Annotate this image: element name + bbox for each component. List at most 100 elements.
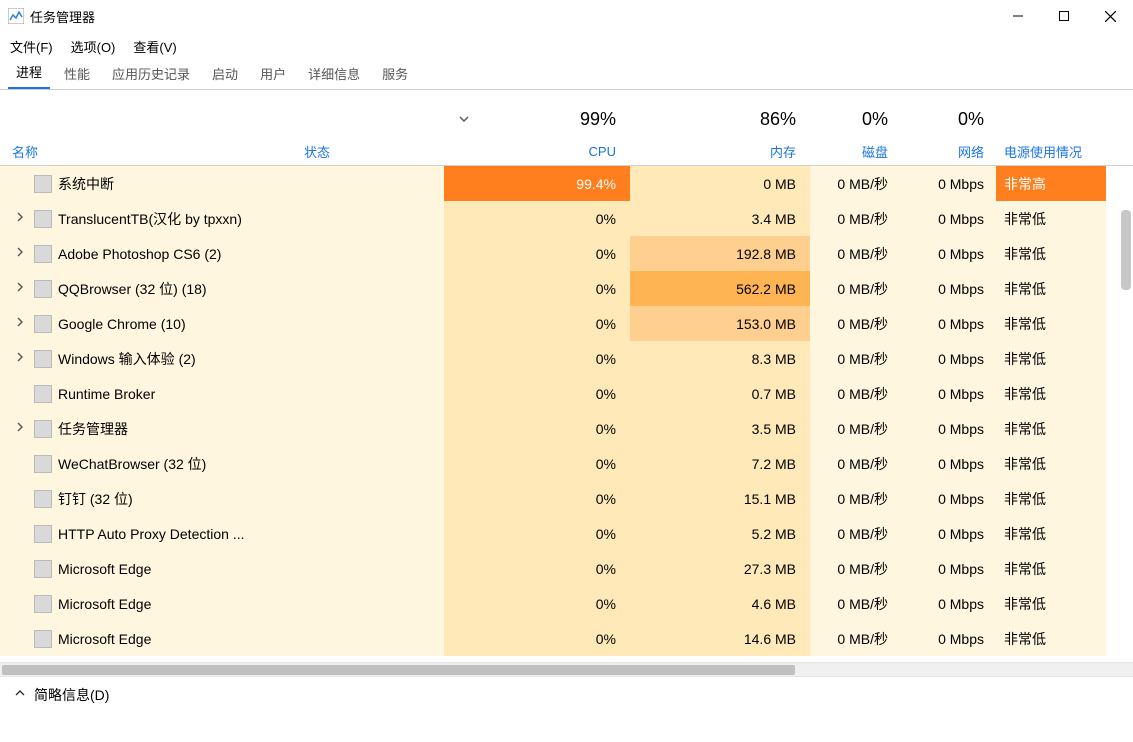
process-network: 0 Mbps: [900, 341, 996, 376]
process-row[interactable]: Windows 输入体验 (2)0%8.3 MB0 MB/秒0 Mbps非常低: [0, 341, 1133, 376]
expand-chevron-icon[interactable]: [12, 282, 28, 295]
process-icon: [34, 175, 52, 193]
expand-chevron-icon[interactable]: [12, 247, 28, 260]
menu-options[interactable]: 选项(O): [71, 37, 116, 56]
process-row[interactable]: Runtime Broker0%0.7 MB0 MB/秒0 Mbps非常低: [0, 376, 1133, 411]
col-header-disk[interactable]: 磁盘: [862, 142, 888, 161]
process-cpu: 0%: [444, 411, 630, 446]
tab-details[interactable]: 详细信息: [300, 58, 368, 89]
process-icon: [34, 525, 52, 543]
process-memory: 562.2 MB: [630, 271, 810, 306]
expand-chevron-icon[interactable]: [12, 317, 28, 330]
sort-chevron-icon[interactable]: [444, 100, 484, 138]
process-network: 0 Mbps: [900, 446, 996, 481]
process-row[interactable]: HTTP Auto Proxy Detection ...0%5.2 MB0 M…: [0, 516, 1133, 551]
process-power: 非常低: [996, 621, 1106, 656]
app-icon: [8, 8, 24, 24]
process-power: 非常低: [996, 236, 1106, 271]
vertical-scrollbar[interactable]: [1119, 170, 1133, 650]
col-header-mem[interactable]: 内存: [770, 142, 796, 161]
process-row[interactable]: 钉钉 (32 位)0%15.1 MB0 MB/秒0 Mbps非常低: [0, 481, 1133, 516]
process-cpu: 0%: [444, 446, 630, 481]
col-header-power[interactable]: 电源使用情况: [1004, 142, 1082, 161]
process-icon: [34, 315, 52, 333]
process-row[interactable]: Microsoft Edge0%4.6 MB0 MB/秒0 Mbps非常低: [0, 586, 1133, 621]
process-row[interactable]: WeChatBrowser (32 位)0%7.2 MB0 MB/秒0 Mbps…: [0, 446, 1133, 481]
process-disk: 0 MB/秒: [810, 166, 900, 201]
process-row[interactable]: 任务管理器0%3.5 MB0 MB/秒0 Mbps非常低: [0, 411, 1133, 446]
expand-chevron-icon[interactable]: [12, 352, 28, 365]
process-power: 非常高: [996, 166, 1106, 201]
process-name: Windows 输入体验 (2): [58, 349, 196, 369]
process-icon: [34, 595, 52, 613]
process-memory: 192.8 MB: [630, 236, 810, 271]
process-row[interactable]: Google Chrome (10)0%153.0 MB0 MB/秒0 Mbps…: [0, 306, 1133, 341]
process-row[interactable]: TranslucentTB(汉化 by tpxxn)0%3.4 MB0 MB/秒…: [0, 201, 1133, 236]
process-disk: 0 MB/秒: [810, 376, 900, 411]
process-network: 0 Mbps: [900, 236, 996, 271]
window-controls: [995, 0, 1133, 32]
tab-startup[interactable]: 启动: [204, 58, 246, 89]
process-icon: [34, 490, 52, 508]
process-icon: [34, 630, 52, 648]
maximize-button[interactable]: [1041, 0, 1087, 32]
process-row[interactable]: 系统中断99.4%0 MB0 MB/秒0 Mbps非常高: [0, 166, 1133, 201]
process-name: QQBrowser (32 位) (18): [58, 279, 207, 299]
tab-performance[interactable]: 性能: [56, 58, 98, 89]
process-row[interactable]: QQBrowser (32 位) (18)0%562.2 MB0 MB/秒0 M…: [0, 271, 1133, 306]
process-network: 0 Mbps: [900, 166, 996, 201]
process-row[interactable]: Microsoft Edge0%27.3 MB0 MB/秒0 Mbps非常低: [0, 551, 1133, 586]
tab-processes[interactable]: 进程: [8, 56, 50, 89]
process-network: 0 Mbps: [900, 201, 996, 236]
minimize-button[interactable]: [995, 0, 1041, 32]
process-power: 非常低: [996, 516, 1106, 551]
process-cpu: 0%: [444, 271, 630, 306]
col-header-name[interactable]: 名称: [12, 142, 38, 161]
process-network: 0 Mbps: [900, 586, 996, 621]
vertical-scroll-thumb[interactable]: [1121, 210, 1131, 290]
menu-view[interactable]: 查看(V): [133, 37, 176, 56]
col-header-net[interactable]: 网络: [958, 142, 984, 161]
process-cpu: 0%: [444, 236, 630, 271]
tab-services[interactable]: 服务: [374, 58, 416, 89]
process-disk: 0 MB/秒: [810, 621, 900, 656]
column-header-row: 名称 状态 CPU 内存 磁盘 网络 电源使用情况: [0, 138, 1133, 166]
process-icon: [34, 210, 52, 228]
process-name: Adobe Photoshop CS6 (2): [58, 246, 221, 262]
process-network: 0 Mbps: [900, 376, 996, 411]
col-header-status[interactable]: 状态: [304, 142, 330, 161]
process-disk: 0 MB/秒: [810, 201, 900, 236]
col-header-cpu[interactable]: CPU: [589, 144, 616, 159]
column-usage-row: 99% 86% 0% 0%: [0, 100, 1133, 138]
fewer-details-link[interactable]: 简略信息(D): [34, 685, 109, 705]
horizontal-scroll-thumb[interactable]: [2, 665, 795, 675]
process-name: 钉钉 (32 位): [58, 489, 133, 509]
process-row[interactable]: Microsoft Edge0%14.6 MB0 MB/秒0 Mbps非常低: [0, 621, 1133, 656]
process-list[interactable]: 系统中断99.4%0 MB0 MB/秒0 Mbps非常高TranslucentT…: [0, 166, 1133, 662]
process-cpu: 0%: [444, 376, 630, 411]
process-memory: 153.0 MB: [630, 306, 810, 341]
tab-users[interactable]: 用户: [252, 58, 294, 89]
process-memory: 3.5 MB: [630, 411, 810, 446]
process-network: 0 Mbps: [900, 306, 996, 341]
process-row[interactable]: Adobe Photoshop CS6 (2)0%192.8 MB0 MB/秒0…: [0, 236, 1133, 271]
process-disk: 0 MB/秒: [810, 551, 900, 586]
process-memory: 14.6 MB: [630, 621, 810, 656]
chevron-up-icon[interactable]: [14, 687, 26, 702]
net-usage-percent: 0%: [958, 109, 984, 130]
process-memory: 15.1 MB: [630, 481, 810, 516]
tabbar: 进程 性能 应用历史记录 启动 用户 详细信息 服务: [0, 60, 1133, 90]
process-name: HTTP Auto Proxy Detection ...: [58, 526, 244, 542]
tab-app-history[interactable]: 应用历史记录: [104, 58, 198, 89]
process-network: 0 Mbps: [900, 551, 996, 586]
process-power: 非常低: [996, 201, 1106, 236]
expand-chevron-icon[interactable]: [12, 212, 28, 225]
expand-chevron-icon[interactable]: [12, 422, 28, 435]
close-button[interactable]: [1087, 0, 1133, 32]
horizontal-scrollbar[interactable]: [0, 662, 1133, 676]
process-memory: 0 MB: [630, 166, 810, 201]
process-icon: [34, 245, 52, 263]
menu-file[interactable]: 文件(F): [10, 37, 53, 56]
process-icon: [34, 385, 52, 403]
process-disk: 0 MB/秒: [810, 481, 900, 516]
